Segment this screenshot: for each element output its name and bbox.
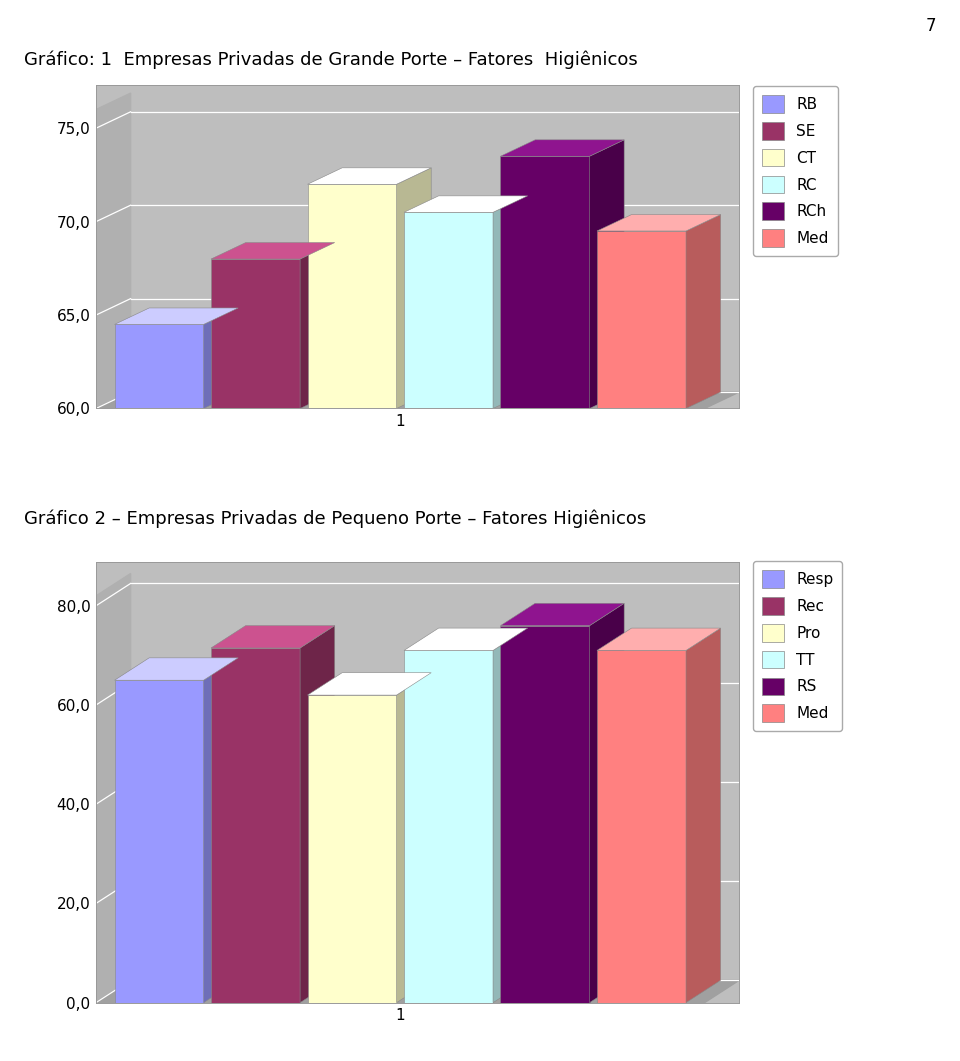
Polygon shape	[493, 628, 528, 1003]
Polygon shape	[597, 650, 686, 1003]
Polygon shape	[211, 243, 335, 259]
Polygon shape	[211, 626, 335, 648]
Legend: Resp, Rec, Pro, TT, RS, Med: Resp, Rec, Pro, TT, RS, Med	[754, 561, 843, 731]
Polygon shape	[500, 626, 589, 1003]
Polygon shape	[597, 214, 721, 231]
Polygon shape	[396, 673, 431, 1003]
Polygon shape	[307, 185, 396, 408]
Polygon shape	[211, 648, 300, 1003]
Polygon shape	[589, 140, 624, 408]
Polygon shape	[404, 196, 528, 212]
Polygon shape	[396, 168, 431, 408]
Polygon shape	[686, 628, 721, 1003]
Polygon shape	[597, 628, 721, 650]
Polygon shape	[404, 628, 528, 650]
Polygon shape	[211, 259, 300, 408]
Polygon shape	[307, 695, 396, 1003]
Polygon shape	[589, 604, 624, 1003]
Polygon shape	[500, 156, 589, 408]
Polygon shape	[114, 325, 204, 408]
Polygon shape	[96, 980, 739, 1003]
Polygon shape	[686, 214, 721, 408]
Polygon shape	[114, 680, 204, 1003]
Polygon shape	[114, 308, 238, 325]
Polygon shape	[300, 243, 335, 408]
Text: Gráfico: 1  Empresas Privadas de Grande Porte – Fatores  Higiênicos: Gráfico: 1 Empresas Privadas de Grande P…	[24, 51, 637, 69]
Polygon shape	[493, 196, 528, 408]
Polygon shape	[96, 93, 131, 408]
Polygon shape	[307, 168, 431, 185]
Polygon shape	[307, 673, 431, 695]
Polygon shape	[404, 650, 493, 1003]
Polygon shape	[204, 308, 238, 408]
Legend: RB, SE, CT, RC, RCh, Med: RB, SE, CT, RC, RCh, Med	[754, 86, 837, 256]
Text: 7: 7	[925, 17, 936, 35]
Text: Gráfico 2 – Empresas Privadas de Pequeno Porte – Fatores Higiênicos: Gráfico 2 – Empresas Privadas de Pequeno…	[24, 509, 646, 527]
Polygon shape	[500, 604, 624, 626]
Polygon shape	[96, 574, 131, 1003]
Polygon shape	[500, 140, 624, 156]
Polygon shape	[131, 93, 739, 393]
Polygon shape	[300, 626, 335, 1003]
Polygon shape	[404, 212, 493, 408]
Polygon shape	[597, 231, 686, 408]
Polygon shape	[131, 574, 739, 980]
Polygon shape	[96, 393, 739, 408]
Polygon shape	[204, 658, 238, 1003]
Polygon shape	[114, 658, 238, 680]
